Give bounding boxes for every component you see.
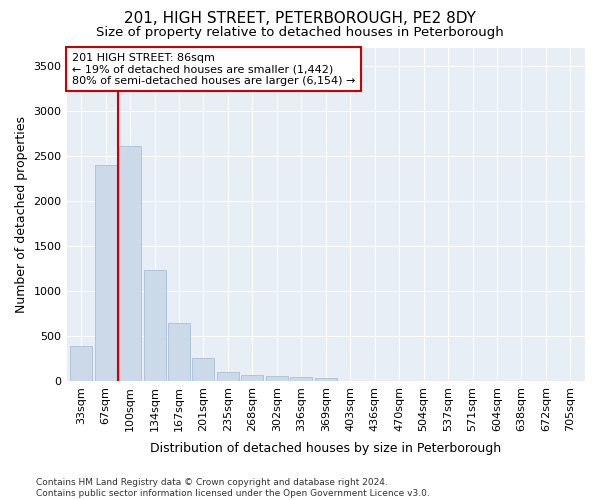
Text: Size of property relative to detached houses in Peterborough: Size of property relative to detached ho… (96, 26, 504, 39)
Bar (168, 324, 190, 381)
Bar (119, 146, 141, 381)
Bar (217, 372, 239, 381)
Text: Contains HM Land Registry data © Crown copyright and database right 2024.
Contai: Contains HM Land Registry data © Crown c… (36, 478, 430, 498)
Bar (70, 346, 92, 381)
Text: 201 HIGH STREET: 86sqm
← 19% of detached houses are smaller (1,442)
80% of semi-: 201 HIGH STREET: 86sqm ← 19% of detached… (72, 52, 355, 86)
Bar (241, 375, 263, 381)
Bar (290, 377, 313, 381)
Bar (315, 378, 337, 381)
Y-axis label: Number of detached properties: Number of detached properties (15, 116, 28, 313)
Text: 201, HIGH STREET, PETERBOROUGH, PE2 8DY: 201, HIGH STREET, PETERBOROUGH, PE2 8DY (124, 11, 476, 26)
X-axis label: Distribution of detached houses by size in Peterborough: Distribution of detached houses by size … (150, 442, 502, 455)
Bar (193, 358, 214, 381)
Bar (143, 270, 166, 381)
Bar (266, 376, 288, 381)
Bar (95, 164, 116, 381)
